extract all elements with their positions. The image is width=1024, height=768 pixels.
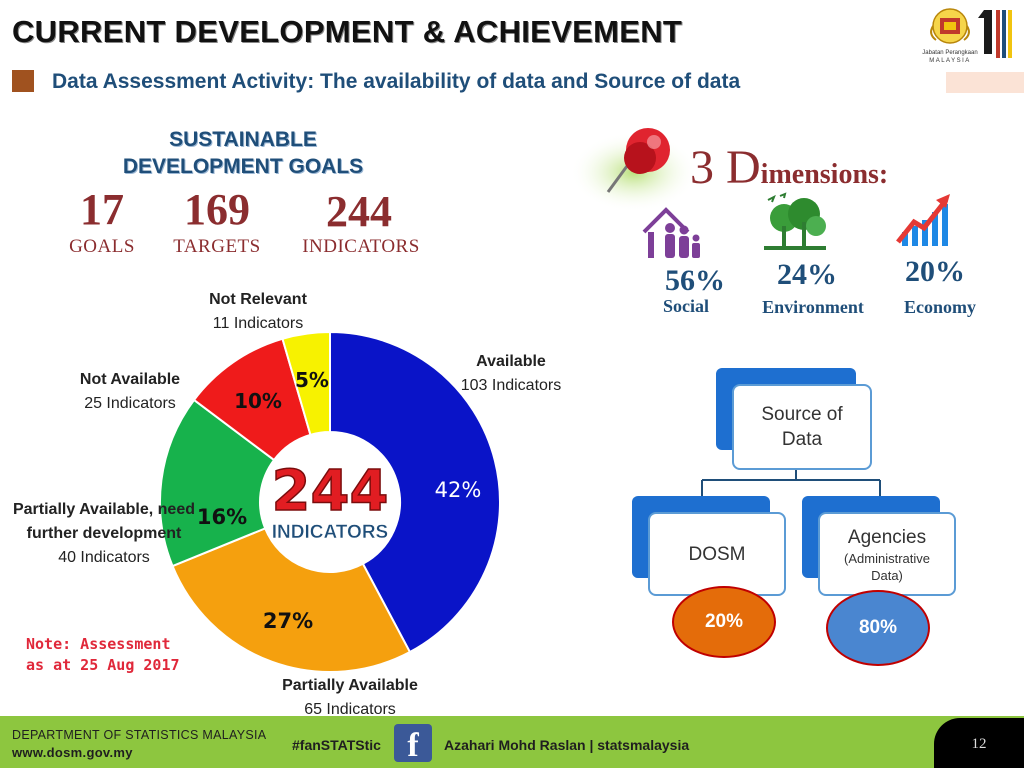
sdg-targets-label: TARGETS: [173, 236, 261, 257]
growth-chart-icon: [896, 194, 950, 246]
footer-hashtag: #fanSTATStic: [292, 737, 381, 753]
page-number: 12: [971, 736, 987, 752]
dosm-label: DOSM: [688, 543, 746, 565]
seg-label-not-relevant: Not Relevant 11 Indicators: [188, 288, 328, 336]
subtitle-accent-band: [946, 72, 1024, 93]
dimension-social-label: Social: [662, 296, 709, 316]
seg-name-partially-available: Partially Available: [282, 677, 418, 694]
pushpin-icon: [570, 128, 698, 212]
note-line2: as at 25 Aug 2017: [26, 656, 180, 674]
pct-label-not-available: 10%: [234, 389, 282, 413]
slide-title: CURRENT DEVELOPMENT & ACHIEVEMENT: [12, 14, 683, 49]
footer-department: DEPARTMENT OF STATISTICS MALAYSIA www.do…: [12, 726, 266, 762]
sdg-heading-line1: SUSTAINABLE: [169, 128, 317, 151]
seg-name-not-available: Not Available: [79, 371, 181, 388]
pct-label-not-relevant: 5%: [295, 368, 329, 392]
seg-count-available: 103 Indicators: [460, 377, 562, 394]
subtitle-bullet: [12, 70, 34, 92]
seg-label-not-available: Not Available 25 Indicators: [60, 368, 200, 416]
dimensions-title: 3 Dimensions:: [690, 140, 888, 195]
sdg-targets-value: 169: [184, 185, 250, 234]
sdg-goals-label: GOALS: [69, 236, 135, 257]
assessment-note: Note: Assessment as at 25 Aug 2017: [26, 634, 180, 676]
seg-label-available: Available 103 Indicators: [446, 350, 576, 398]
facebook-icon[interactable]: f: [394, 724, 432, 762]
footer-author: Azahari Mohd Raslan | statsmalaysia: [444, 737, 690, 753]
agencies-share-oval: 80%: [826, 590, 930, 666]
dosm-share-value: 20%: [704, 611, 744, 632]
footer-website-link[interactable]: www.dosm.gov.my: [12, 745, 133, 760]
dimension-environment-percent: 24%: [777, 258, 837, 291]
seg-name-available: Available: [476, 353, 546, 370]
sdg-heading-line2: DEVELOPMENT GOALS: [122, 155, 364, 178]
slide-subtitle: Data Assessment Activity: The availabili…: [52, 70, 741, 93]
agencies-label: Agencies: [847, 526, 927, 548]
sdg-indicators-label: INDICATORS: [302, 236, 420, 257]
dimension-economy-percent: 20%: [905, 255, 965, 288]
note-line1: Note: Assessment: [26, 635, 171, 653]
seg-count-partially-need-dev: 40 Indicators: [58, 549, 150, 566]
pct-label-available: 42%: [435, 478, 482, 502]
donut-segment-1: [329, 330, 501, 654]
seg-name-partially-need-dev: Partially Available, need further develo…: [12, 501, 195, 542]
dimensions-title-big: 3 D: [690, 141, 761, 194]
dimension-social-percent: 56%: [665, 264, 725, 297]
logo-country: MALAYSIA: [929, 58, 971, 64]
footer-dept-name: DEPARTMENT OF STATISTICS MALAYSIA: [12, 728, 267, 742]
donut-center-label: INDICATORS: [272, 522, 388, 543]
pct-label-partially-need-dev: 16%: [197, 505, 247, 529]
pct-label-partially-available: 27%: [263, 609, 313, 633]
family-home-icon: [642, 207, 700, 258]
dosm-logo: Jabatan Perangkaan MALAYSIA: [922, 4, 1022, 68]
sdg-indicators-value: 244: [326, 187, 392, 236]
seg-name-not-relevant: Not Relevant: [209, 291, 307, 308]
source-root-label: Source of Data: [761, 404, 843, 450]
sdg-goals-value: 17: [80, 185, 124, 234]
dimensions-title-rest: imensions:: [760, 159, 889, 190]
seg-count-not-relevant: 11 Indicators: [212, 315, 304, 332]
page-number-tab: [934, 718, 1024, 768]
donut-center-value: 244: [272, 459, 389, 524]
agencies-sub-label: (Administrative Data): [844, 550, 930, 583]
dosm-box: DOSM: [648, 512, 786, 596]
donut-segment-2: [171, 527, 412, 673]
seg-label-partially-need-dev: Partially Available, need further develo…: [4, 498, 204, 570]
seg-count-not-available: 25 Indicators: [84, 395, 176, 412]
seg-label-partially-available: Partially Available 65 Indicators: [264, 674, 436, 722]
donut-segment-5: [281, 330, 331, 437]
sdg-heading: SUSTAINABLE DEVELOPMENT GOALS: [60, 126, 426, 180]
dimension-environment-label: Environment: [762, 297, 864, 317]
logo-text: Jabatan Perangkaan: [922, 50, 977, 56]
source-root-box: Source of Data: [732, 384, 872, 470]
footer-bar: [0, 716, 1024, 768]
agencies-share-value: 80%: [858, 617, 898, 638]
seg-count-partially-available: 65 Indicators: [304, 701, 396, 718]
donut-segment-3: [159, 398, 276, 568]
dosm-share-oval: 20%: [672, 586, 776, 658]
agencies-box: Agencies (Administrative Data): [818, 512, 956, 596]
forest-icon: [764, 192, 826, 250]
dimension-economy-label: Economy: [904, 297, 976, 317]
